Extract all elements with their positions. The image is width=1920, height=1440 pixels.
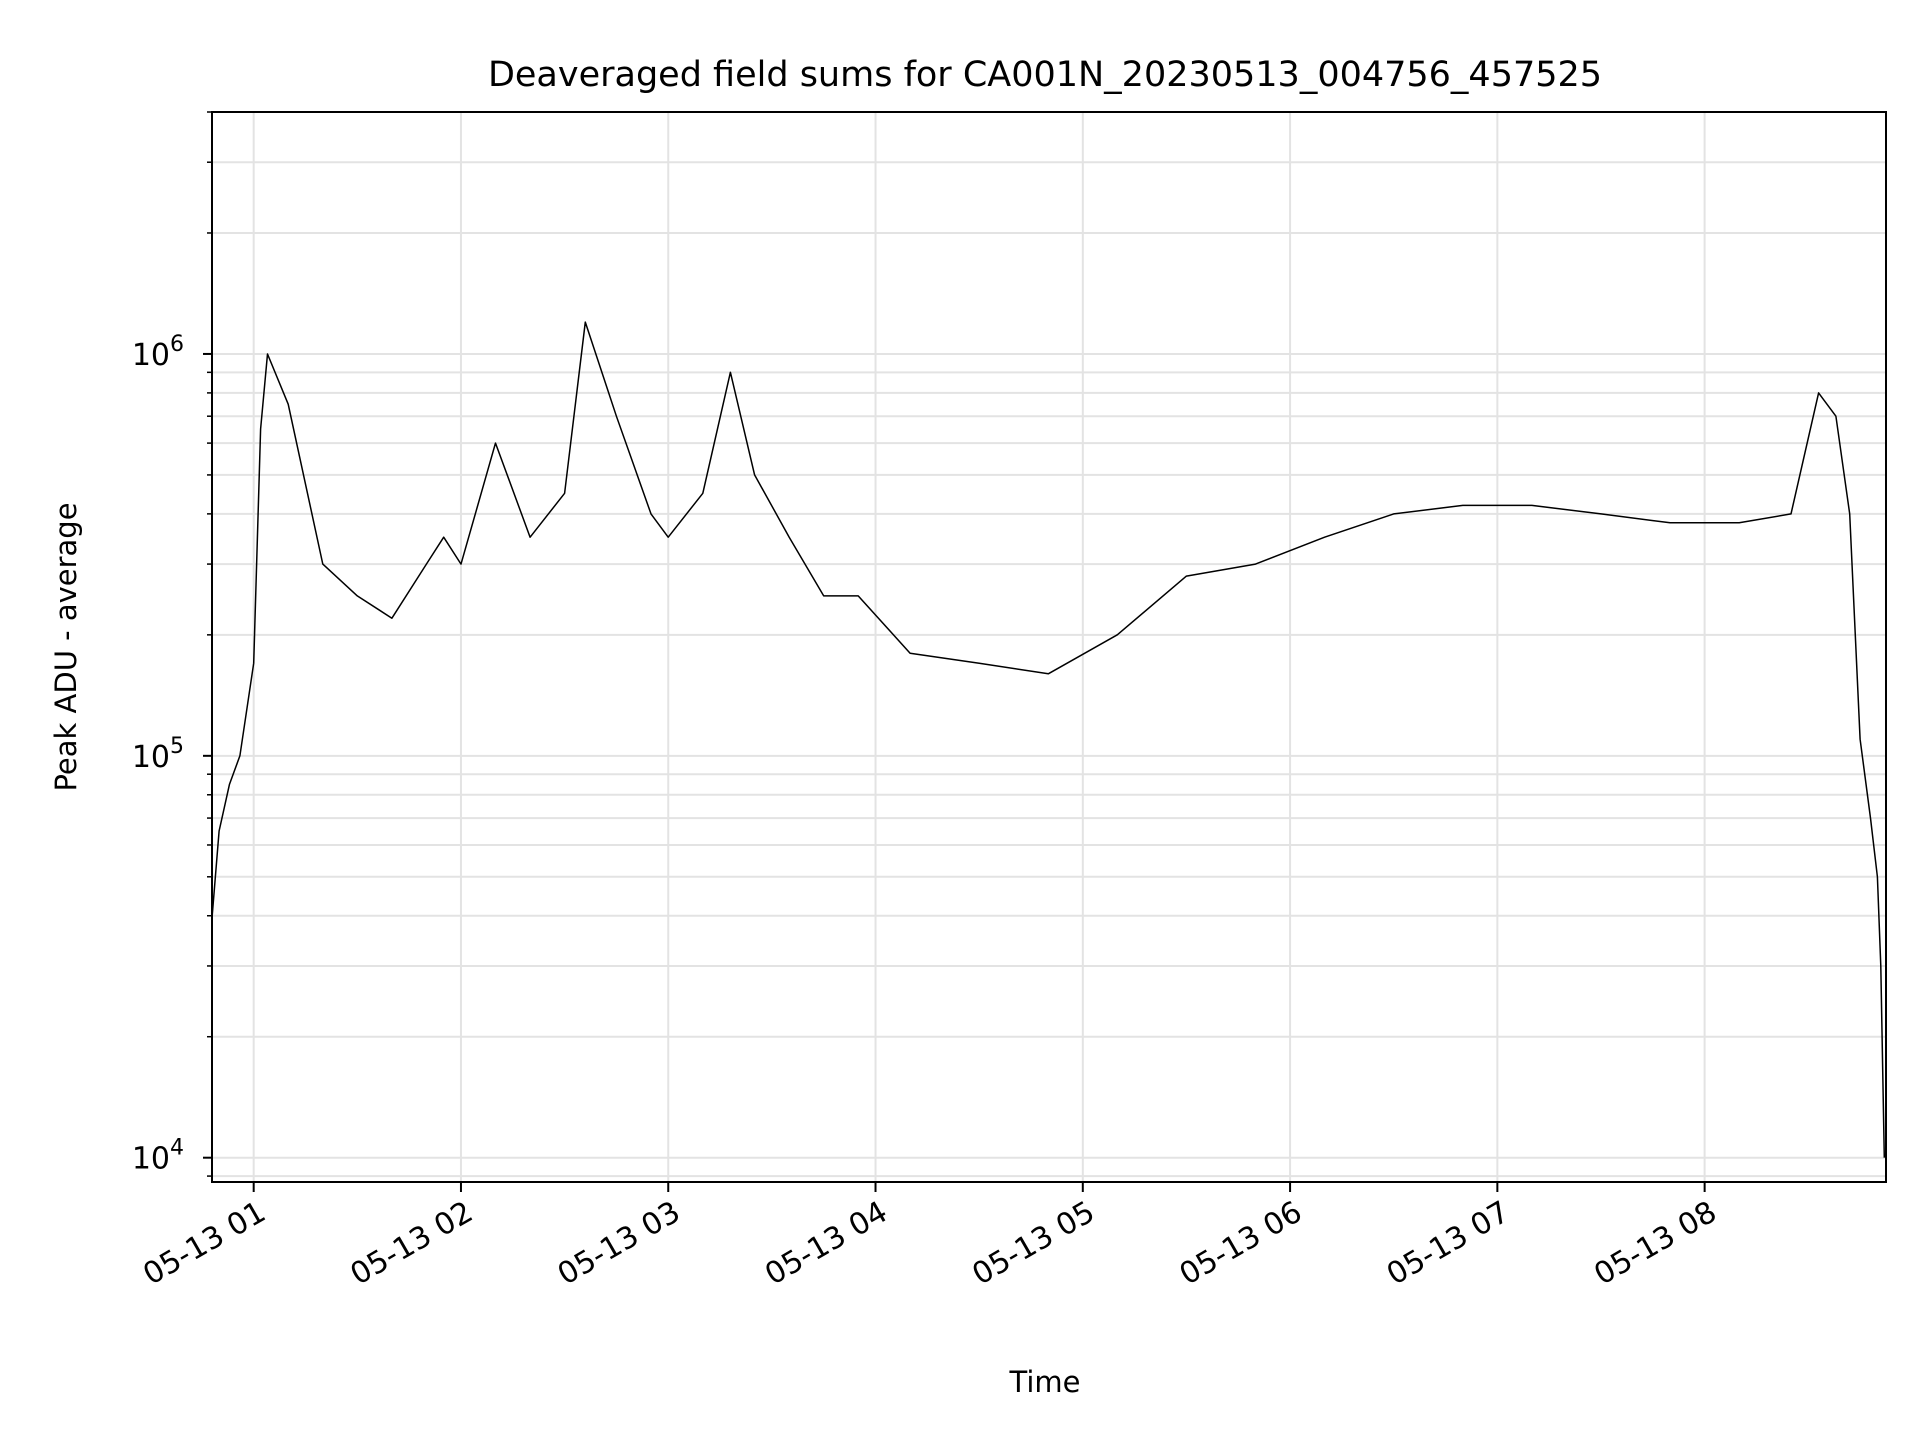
y-tick-label: 105: [132, 734, 184, 775]
y-tick-label: 106: [132, 332, 184, 373]
y-tick-label-base: 10: [132, 740, 170, 775]
y-axis-label: Peak ADU - average: [49, 502, 83, 791]
x-axis-label: Time: [1009, 1365, 1081, 1399]
y-tick-label-base: 10: [132, 1142, 170, 1177]
plot-line-group: [211, 321, 1886, 1158]
y-tick-label-exponent: 6: [170, 332, 184, 357]
y-tick-label-base: 10: [132, 338, 170, 373]
chart-title: Deaveraged field sums for CA001N_2023051…: [488, 55, 1602, 95]
plot-frame: [211, 111, 1887, 1183]
series-line: [211, 321, 1886, 1158]
y-tick-label-exponent: 5: [170, 734, 184, 759]
y-tick-label: 104: [132, 1136, 184, 1177]
y-tick-label-exponent: 4: [170, 1136, 184, 1161]
